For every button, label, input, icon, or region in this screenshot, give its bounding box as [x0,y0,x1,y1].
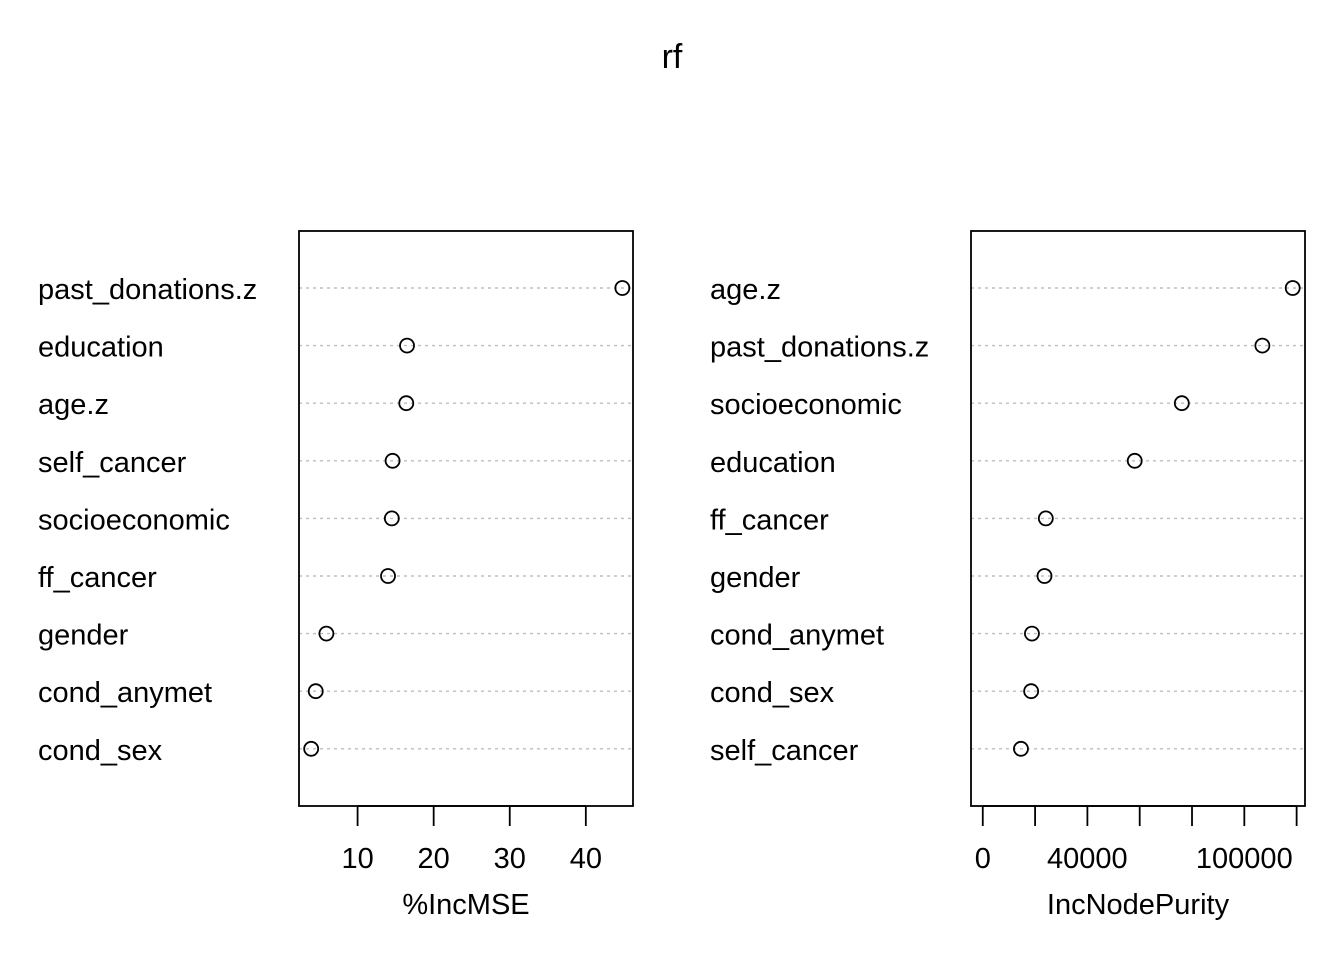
incmse-data-point [318,625,335,642]
incmse-x-tick-label: 40 [570,843,602,875]
incnodepurity-row-label: past_donations.z [710,332,929,364]
incmse-x-tick-label: 20 [418,843,450,875]
incmse-x-axis-title: %IncMSE [402,889,529,921]
incmse-row-label: gender [38,620,129,652]
incmse-data-point [614,280,631,296]
incmse-row-label: past_donations.z [38,274,257,306]
incmse-row-label: socioeconomic [38,504,230,536]
incnodepurity-row-label: age.z [710,274,781,306]
incmse-data-point [380,568,396,584]
incnodepurity-data-point [1126,452,1143,469]
incnodepurity-row-label: cond_anymet [710,620,884,652]
incnodepurity-data-point [1024,625,1040,642]
incmse-data-point [398,395,415,412]
incnodepurity-x-tick-label: 100000 [1196,843,1293,875]
incnodepurity-data-point [1023,683,1040,700]
incnodepurity-row-label: education [710,447,836,479]
incmse-data-point [383,510,400,527]
incmse-row-label: cond_anymet [38,677,212,709]
incnodepurity-data-point [1173,395,1190,412]
incmse-data-point [384,452,401,469]
incnodepurity-x-tick-label: 0 [975,843,991,875]
incmse-row-label: age.z [38,389,109,421]
incmse-data-point [307,683,324,700]
incnodepurity-data-point [1037,510,1054,527]
incnodepurity-row-label: cond_sex [710,677,835,709]
incmse-data-point [303,740,320,757]
chart-title: rf [662,38,683,76]
incmse-x-tick-label: 30 [494,843,526,875]
incmse-row-label: self_cancer [38,447,187,479]
incmse-row-label: ff_cancer [38,562,157,594]
incnodepurity-data-point [1254,337,1271,354]
incnodepurity-row-label: socioeconomic [710,389,902,421]
incnodepurity-row-label: ff_cancer [710,504,829,536]
panel-incmse: past_donations.z education age.z self_cance… [38,230,634,921]
panel-incnodepurity: age.z past_donations.z socioeconomic educat… [710,230,1306,921]
incnodepurity-x-axis-title: IncNodePurity [1047,889,1230,921]
incmse-row-label: education [38,332,164,364]
incnodepurity-x-tick-label: 40000 [1047,843,1128,875]
incmse-x-tick-label: 10 [341,843,373,875]
incmse-row-label: cond_sex [38,735,163,767]
incnodepurity-row-label: self_cancer [710,735,859,767]
incnodepurity-data-point [1284,280,1301,296]
incmse-data-point [399,337,415,354]
incnodepurity-data-point [1013,740,1029,757]
incnodepurity-data-point [1036,568,1053,584]
incnodepurity-row-label: gender [710,562,801,594]
